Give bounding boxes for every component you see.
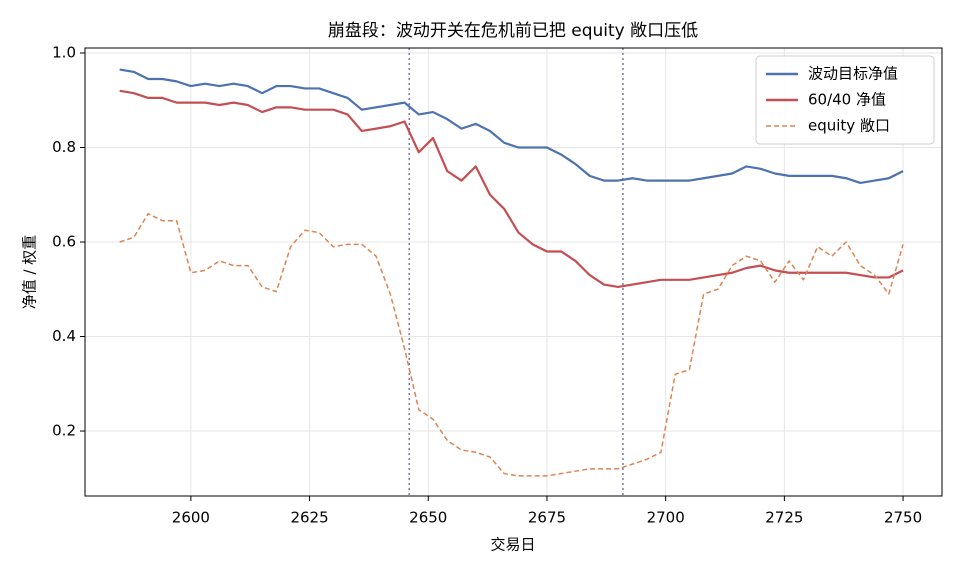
x-tick-label: 2700 [647,509,685,527]
x-tick-label: 2725 [765,509,803,527]
series-line [119,68,904,185]
x-tick-label: 2750 [884,509,922,527]
legend-box [755,55,935,145]
y-tick-label: 0.2 [52,422,76,440]
legend-label: equity 敞口 [808,117,890,135]
series-line [119,89,904,289]
y-tick-label: 0.4 [52,327,76,345]
series-line [119,212,904,477]
chart-title: 崩盘段：波动开关在危机前已把 equity 敞口压低 [328,21,698,41]
y-tick-label: 1.0 [52,44,76,62]
x-axis-label: 交易日 [490,536,535,554]
x-tick-label: 2650 [409,509,447,527]
legend-label: 波动目标净值 [808,65,898,83]
x-tick-label: 2675 [528,509,566,527]
x-tick-label: 2600 [172,509,210,527]
y-tick-label: 0.8 [52,138,76,156]
y-axis-label: 净值 / 权重 [21,235,39,310]
plot-frame [84,47,943,497]
legend-label: 60/40 净值 [808,91,886,109]
x-tick-label: 2625 [290,509,328,527]
y-tick-label: 0.6 [52,233,76,251]
